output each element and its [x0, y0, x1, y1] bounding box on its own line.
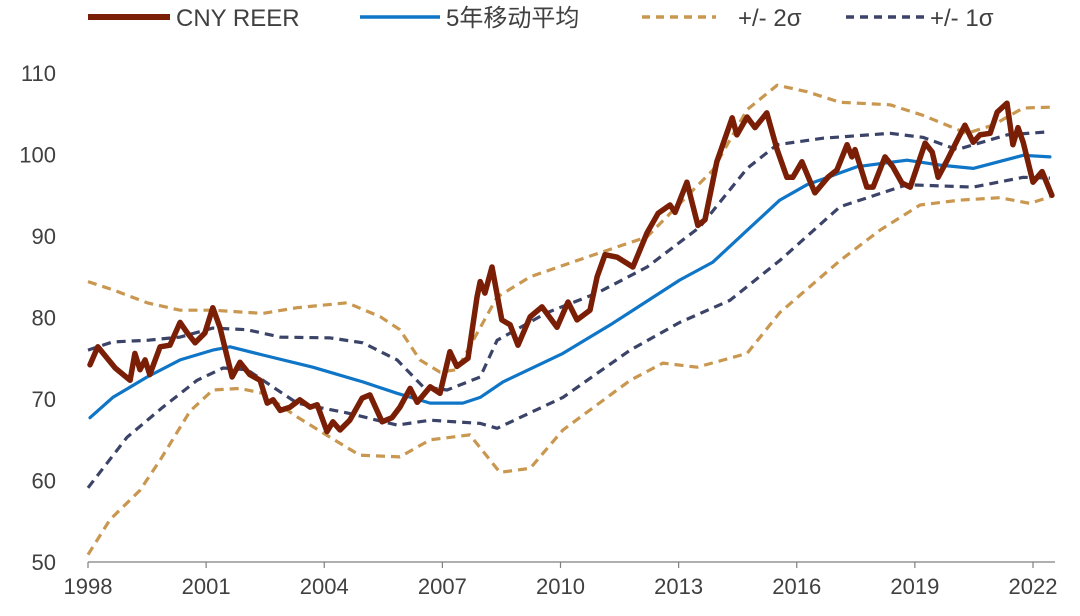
x-tick-label: 2013: [654, 574, 703, 599]
legend-label-2sigma: +/- 2σ: [738, 5, 802, 32]
y-tick-label: 50: [32, 550, 56, 575]
x-tick-label: 1998: [64, 574, 113, 599]
y-tick-label: 100: [19, 143, 56, 168]
series-line-2-upper: [87, 83, 1050, 374]
legend-label-1sigma: +/- 1σ: [930, 5, 994, 32]
series-line-1-upper: [87, 130, 1051, 392]
x-tick-label: 2010: [536, 574, 585, 599]
series-line-cny-reer: [87, 100, 1055, 435]
series-group: [86, 83, 1055, 556]
x-tick-label: 2004: [300, 574, 349, 599]
y-tick-label: 110: [21, 61, 56, 86]
x-tick-label: 2016: [772, 574, 821, 599]
y-tick-label: 80: [32, 306, 56, 331]
y-tick-label: 90: [32, 224, 56, 249]
legend: CNY REER 5年移动平均 +/- 2σ +/- 1σ: [88, 5, 994, 32]
x-tick-label: 2007: [418, 574, 467, 599]
series-line-1-lower: [86, 175, 1050, 489]
x-tick-label: 2022: [1009, 574, 1058, 599]
y-tick-label: 70: [32, 387, 56, 412]
legend-label-cny-reer: CNY REER: [176, 5, 300, 32]
x-tick-label: 2001: [182, 574, 231, 599]
y-tick-label: 60: [32, 469, 56, 494]
x-tick-label: 2019: [890, 574, 939, 599]
series-line-2-lower: [86, 195, 1051, 556]
axes: 1998 2001 2004 2007 2010 2013 2016 2019 2022 50 60…: [19, 61, 1057, 599]
legend-label-moving-average: 5年移动平均: [446, 5, 579, 32]
